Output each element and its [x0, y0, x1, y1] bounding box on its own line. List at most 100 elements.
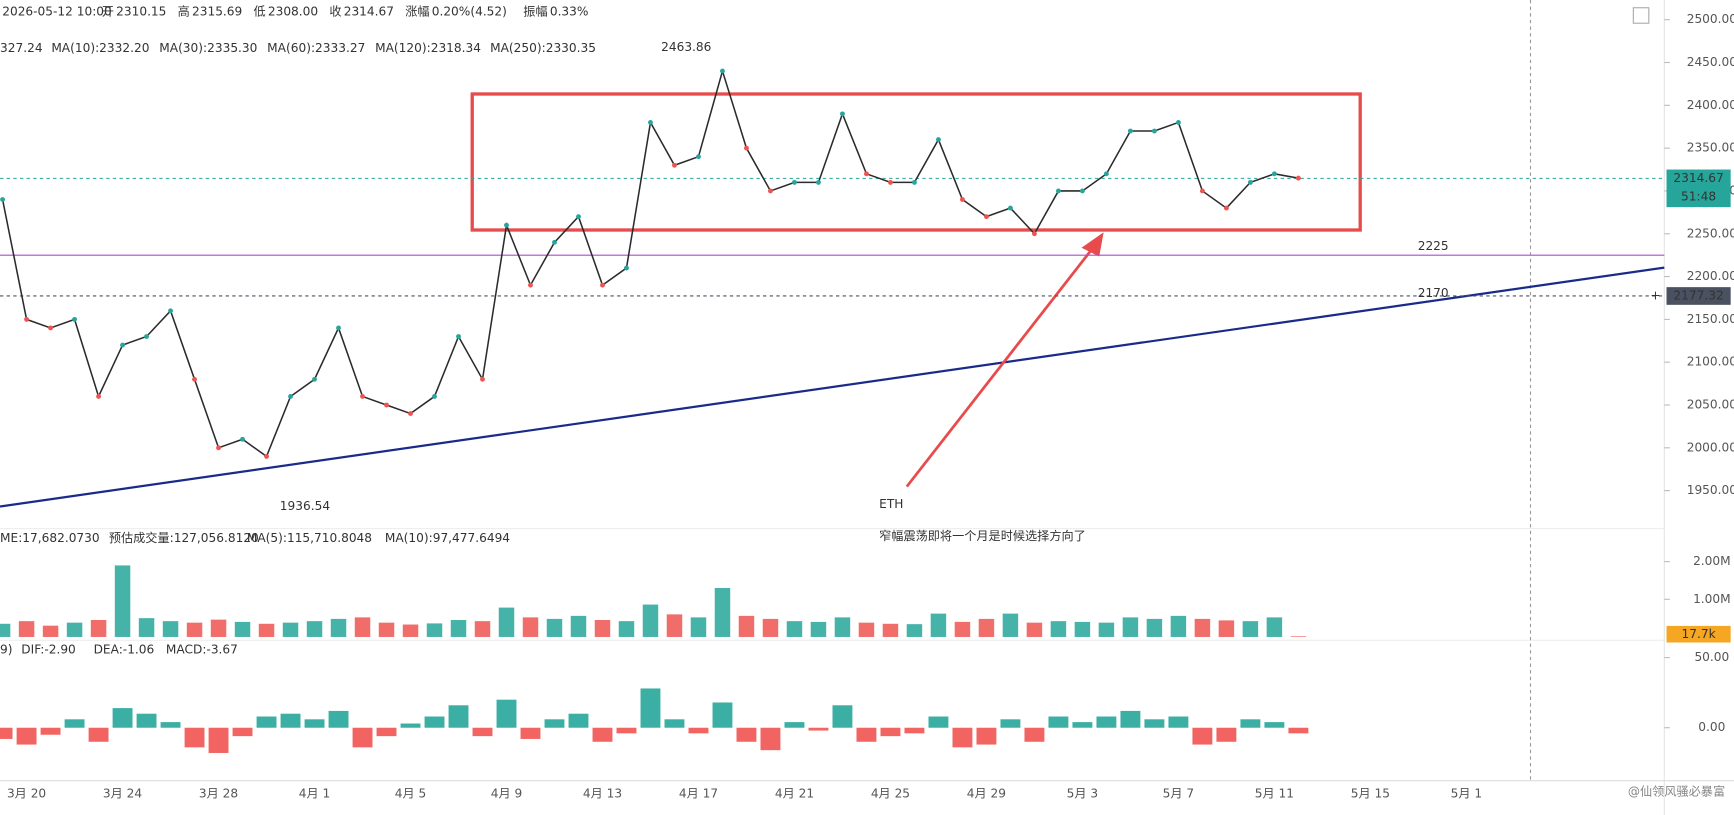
price-point: [912, 179, 917, 185]
price-point: [1031, 231, 1037, 237]
price-point: [600, 282, 605, 288]
price-point: [192, 376, 197, 382]
price-point: [864, 171, 869, 177]
volume-bar: [498, 607, 515, 637]
header-value: 2315.69: [192, 5, 242, 19]
y-tick-label: 1.00M: [1693, 592, 1731, 606]
price-point: [696, 154, 701, 160]
macd-bar: [1072, 722, 1093, 728]
volume-bar: [1050, 621, 1067, 637]
macd-bar: [232, 727, 253, 737]
volume-tag-label: 17.7k: [1682, 627, 1716, 641]
volume-bar: [834, 617, 851, 637]
y-tick-label: 50.00: [1694, 650, 1729, 664]
price-point: [408, 411, 413, 417]
macd-bar: [928, 716, 949, 728]
x-tick-label: 5月 15: [1351, 786, 1390, 800]
y-tick-label: 2.00M: [1693, 554, 1731, 568]
x-tick-label: 4月 25: [871, 786, 910, 800]
volume-bar: [1098, 622, 1115, 637]
macd-legend: MACD:-3.67: [166, 643, 238, 657]
volume-bar: [954, 621, 971, 637]
price-point: [672, 162, 677, 168]
volume-bar: [114, 565, 131, 637]
volume-bar: [1194, 618, 1211, 637]
price-point: [744, 145, 749, 151]
volume-bar: [978, 618, 995, 637]
volume-bar: [426, 623, 443, 637]
macd-bar: [472, 727, 493, 737]
volume-legend: 预估成交量:127,056.8120: [109, 530, 259, 545]
volume-bar: [306, 621, 323, 637]
price-point: [792, 179, 797, 185]
macd-bar: [976, 727, 997, 745]
trend-line: [0, 266, 1665, 508]
header-label: 涨幅: [405, 4, 429, 19]
price-point: [528, 282, 533, 288]
x-tick-label: 4月 17: [679, 786, 718, 800]
price-point: [1199, 188, 1205, 194]
macd-bar: [1024, 727, 1045, 742]
macd-bar: [640, 688, 661, 728]
header-label: 开: [102, 5, 114, 19]
macd-bar: [88, 727, 109, 742]
header-value: 2310.15: [116, 5, 166, 19]
price-point: [1271, 171, 1277, 177]
volume-bar: [1002, 613, 1019, 637]
macd-bar: [1144, 719, 1165, 728]
arrow-head: [1081, 232, 1104, 257]
macd-bar: [208, 727, 229, 753]
price-point: [936, 137, 941, 143]
price-point: [720, 68, 725, 74]
macd-legend: 9): [0, 643, 12, 657]
price-tag: [1666, 287, 1731, 305]
y-tick-label: 2150.00: [1687, 312, 1734, 326]
volume-bar: [1290, 636, 1307, 637]
macd-bar: [280, 713, 301, 728]
y-tick-label: 2350.00: [1687, 141, 1734, 155]
x-tick-label: 3月 24: [103, 786, 142, 800]
expand-icon[interactable]: [1632, 7, 1650, 24]
y-tick-label: 2500.00: [1687, 12, 1734, 26]
range-box: [470, 92, 1362, 232]
volume-bar: [234, 621, 251, 637]
price-point: [1223, 205, 1229, 211]
x-tick-label: 3月 20: [7, 786, 46, 800]
price-tag: [1666, 169, 1731, 208]
price-point: [648, 120, 653, 125]
x-tick-label: 5月 1: [1451, 786, 1482, 800]
price-point: [1055, 188, 1061, 194]
price-point: [288, 394, 293, 399]
macd-bar: [832, 705, 853, 728]
volume-bar: [138, 618, 155, 637]
arrow: [905, 244, 1096, 488]
price-point: [624, 265, 629, 271]
x-tick-label: 5月 11: [1255, 786, 1294, 800]
macd-bar: [376, 727, 397, 737]
watermark: @仙领风骚必暴富: [1628, 783, 1725, 798]
macd-bar: [592, 727, 613, 742]
price-point: [1151, 128, 1157, 134]
macd-bar: [616, 727, 637, 734]
note-title: ETH: [879, 497, 903, 511]
macd-bar: [880, 727, 901, 737]
x-tick-label: 4月 1: [299, 786, 331, 800]
price-point: [504, 222, 509, 228]
price-point: [960, 197, 965, 202]
price-point: [240, 436, 245, 442]
y-tick-label: 0.00: [1698, 720, 1725, 734]
countdown: 51:48: [1681, 190, 1716, 204]
price-point: [216, 445, 221, 451]
macd-bar: [712, 702, 733, 728]
volume-bar: [1122, 617, 1139, 637]
macd-bar: [304, 719, 325, 728]
price-point: [96, 394, 101, 399]
volume-legend: ME:17,682.0730: [0, 531, 100, 545]
price-point: [768, 188, 773, 194]
ma-legend: MA(60):2333.27: [267, 41, 365, 55]
price-point: [983, 214, 989, 220]
y-tick-label: 1950.00: [1687, 483, 1734, 497]
macd-bar: [1192, 727, 1213, 745]
y-tick-label: 2000.00: [1687, 440, 1734, 454]
